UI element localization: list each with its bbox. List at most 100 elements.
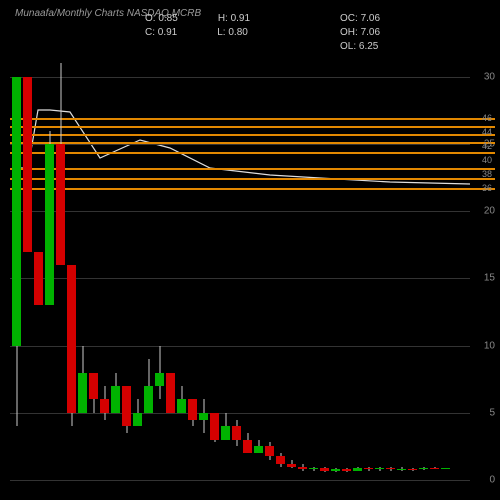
candle xyxy=(67,50,76,480)
candle-body xyxy=(199,413,208,420)
candle xyxy=(12,50,21,480)
candle xyxy=(89,50,98,480)
secondary-axis-label: 36 xyxy=(482,183,492,193)
candle-body xyxy=(298,467,307,470)
candle xyxy=(364,50,373,480)
candle xyxy=(133,50,142,480)
open-value: O: 0.85 xyxy=(145,12,178,26)
secondary-axis-label: 38 xyxy=(482,169,492,179)
candle-body xyxy=(89,373,98,400)
candle xyxy=(386,50,395,480)
candle-body xyxy=(331,469,340,470)
candle xyxy=(144,50,153,480)
candle xyxy=(375,50,384,480)
candle xyxy=(243,50,252,480)
candle xyxy=(199,50,208,480)
candle-body xyxy=(100,399,109,412)
candle-body xyxy=(309,468,318,469)
candle-body xyxy=(221,426,230,439)
candle xyxy=(221,50,230,480)
candle-body xyxy=(419,468,428,469)
candle-body xyxy=(111,386,120,413)
candle-body xyxy=(133,413,142,426)
candle-body xyxy=(375,468,384,469)
candle-body xyxy=(243,440,252,453)
candle xyxy=(408,50,417,480)
candle xyxy=(232,50,241,480)
candle xyxy=(309,50,318,480)
candle-body xyxy=(155,373,164,386)
candle xyxy=(430,50,439,480)
y-axis-label: 15 xyxy=(484,273,495,284)
oc-ratio: OC: 7.06 xyxy=(340,12,380,26)
candle xyxy=(100,50,109,480)
candle-body xyxy=(188,399,197,419)
y-axis-label: 30 xyxy=(484,71,495,82)
candle-body xyxy=(210,413,219,440)
candle xyxy=(210,50,219,480)
oh-ratio: OH: 7.06 xyxy=(340,26,380,40)
candle-body xyxy=(67,265,76,413)
plot-area[interactable]: 051015202530363840424446 xyxy=(10,50,470,480)
candle-body xyxy=(166,373,175,413)
candle-body xyxy=(441,468,450,469)
candle-body xyxy=(276,456,285,464)
candle-body xyxy=(353,468,362,471)
candle-body xyxy=(287,464,296,467)
candle xyxy=(111,50,120,480)
candle xyxy=(23,50,32,480)
candle-body xyxy=(56,144,65,265)
candle xyxy=(177,50,186,480)
candle-body xyxy=(342,469,351,470)
candle-body xyxy=(397,469,406,470)
candle xyxy=(419,50,428,480)
y-axis-label: 0 xyxy=(489,475,495,486)
candle xyxy=(122,50,131,480)
secondary-axis-label: 40 xyxy=(482,155,492,165)
candle-body xyxy=(23,77,32,252)
ratio-summary: OC: 7.06 OH: 7.06 OL: 6.25 xyxy=(340,12,380,54)
candle xyxy=(78,50,87,480)
candle xyxy=(56,50,65,480)
low-value: L: 0.80 xyxy=(217,26,248,40)
candle xyxy=(276,50,285,480)
candle xyxy=(155,50,164,480)
candle-body xyxy=(122,386,131,426)
candle xyxy=(298,50,307,480)
candle xyxy=(254,50,263,480)
high-value: H: 0.91 xyxy=(218,12,250,26)
candle xyxy=(265,50,274,480)
candle-body xyxy=(144,386,153,413)
candle xyxy=(441,50,450,480)
candle xyxy=(320,50,329,480)
candle-body xyxy=(408,469,417,470)
candle-body xyxy=(45,144,54,305)
y-axis-label: 5 xyxy=(489,407,495,418)
stock-chart: Munaafa/Monthly Charts NASDAQ MCRB O: 0.… xyxy=(0,0,500,500)
candle xyxy=(353,50,362,480)
y-axis-label: 10 xyxy=(484,340,495,351)
candle xyxy=(331,50,340,480)
candle-body xyxy=(177,399,186,412)
y-axis-label: 20 xyxy=(484,206,495,217)
candle-body xyxy=(386,468,395,469)
close-value: C: 0.91 xyxy=(145,26,177,40)
candle-body xyxy=(78,373,87,413)
candle-body xyxy=(320,468,329,471)
candle-body xyxy=(430,468,439,469)
candle-body xyxy=(232,426,241,439)
grid-line xyxy=(10,480,470,481)
candle xyxy=(45,50,54,480)
candle xyxy=(397,50,406,480)
candle-body xyxy=(364,468,373,469)
ohlc-summary: O: 0.85 H: 0.91 C: 0.91 L: 0.80 xyxy=(145,12,250,40)
candle xyxy=(287,50,296,480)
candle-body xyxy=(34,252,43,306)
candle xyxy=(166,50,175,480)
secondary-axis-label: 42 xyxy=(482,141,492,151)
candle-body xyxy=(12,77,21,346)
secondary-axis-label: 44 xyxy=(482,127,492,137)
candle xyxy=(34,50,43,480)
candle-body xyxy=(265,446,274,455)
candle-body xyxy=(254,446,263,453)
